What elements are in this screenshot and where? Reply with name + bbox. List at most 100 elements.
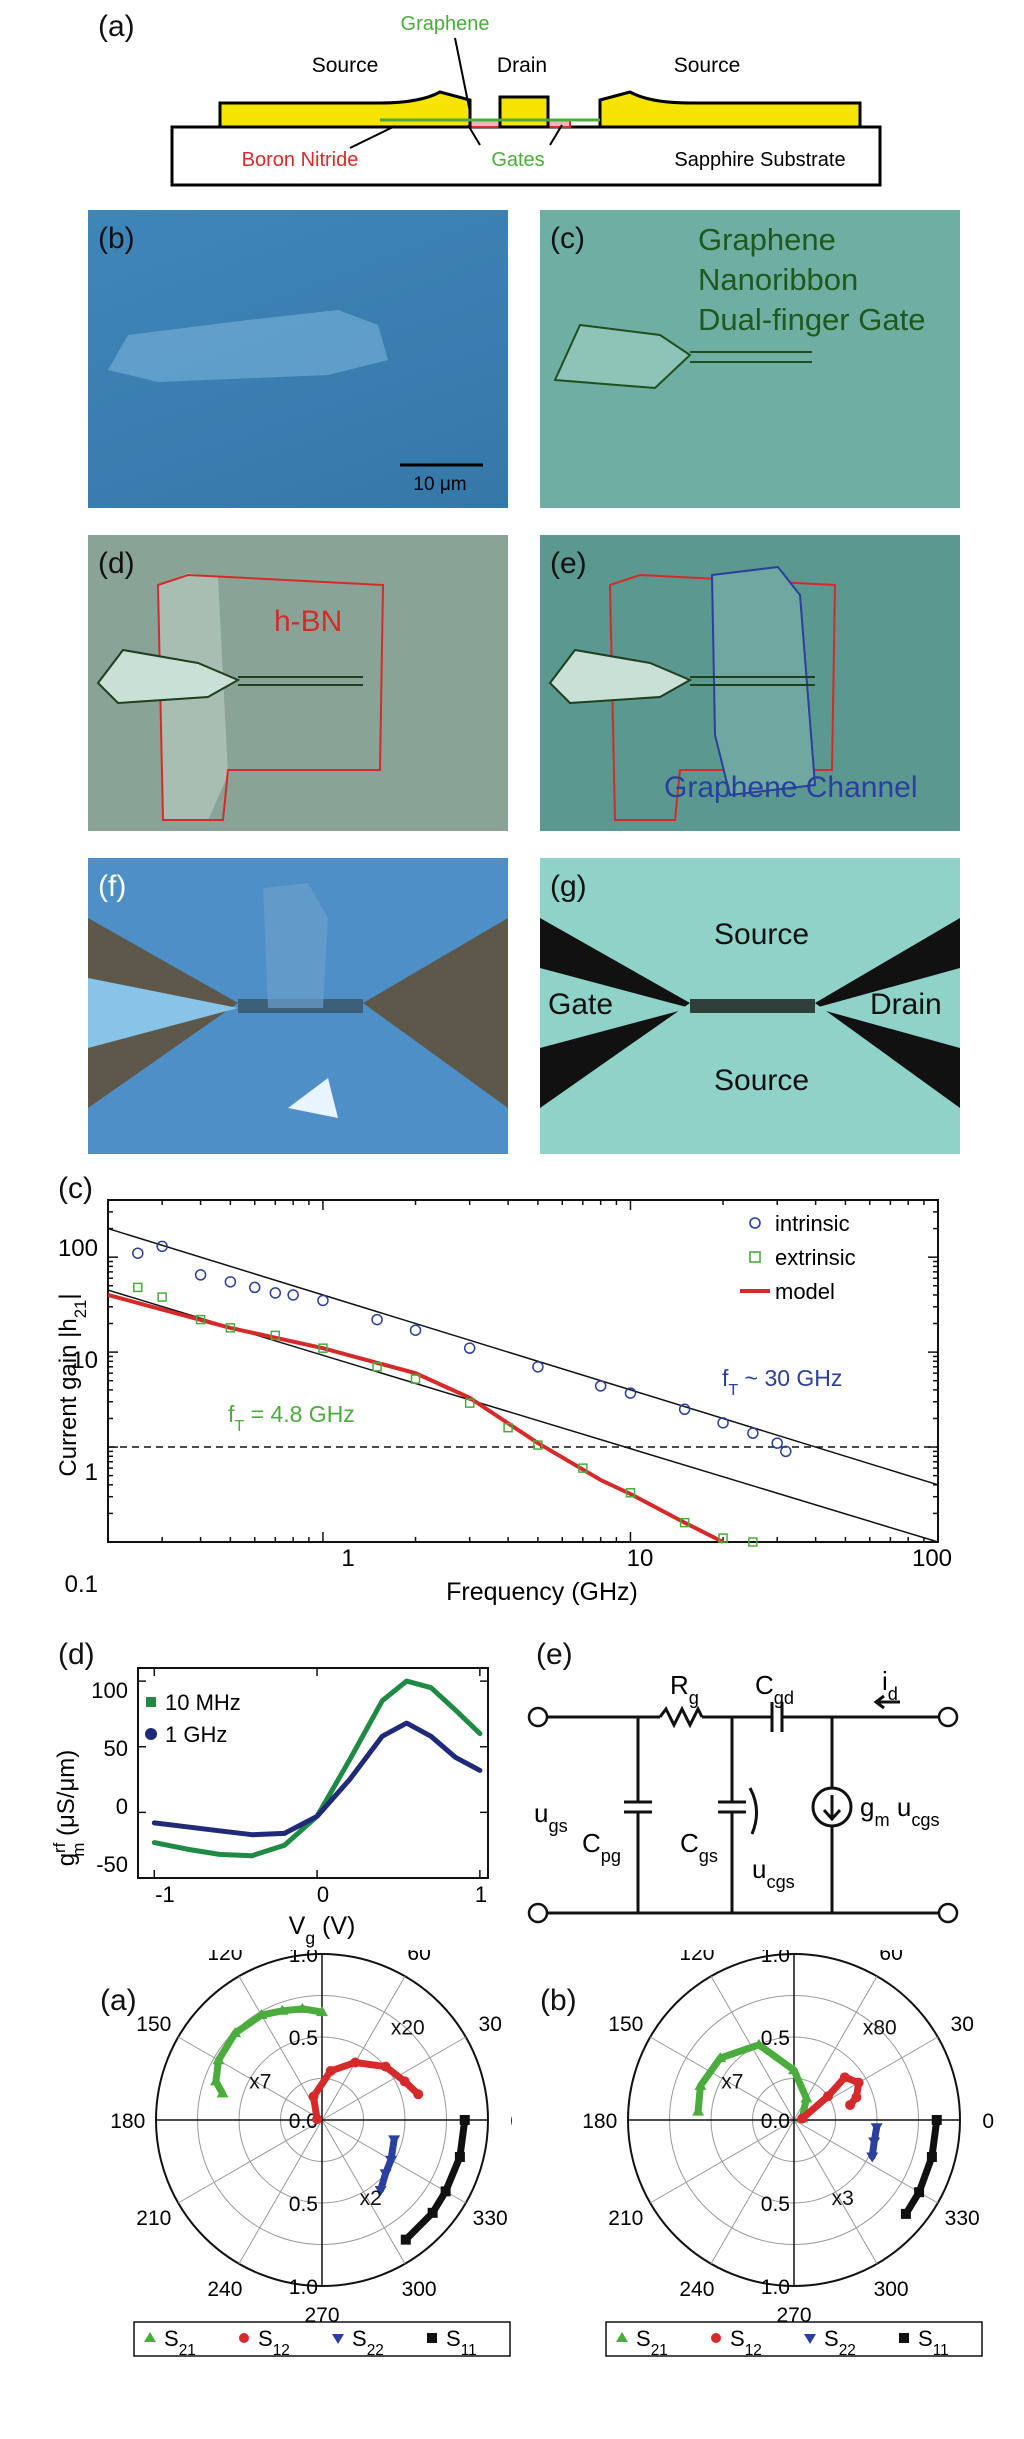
multiplier-s12: x20 [391, 2016, 425, 2039]
series-1ghz-line [151, 1720, 483, 1838]
sapphire-substrate [170, 125, 882, 187]
y-tick-100: 100 [91, 1678, 128, 1703]
angle-label-120: 120 [207, 1950, 242, 1965]
series-s12-point [839, 2072, 850, 2083]
micrograph-e: (e) Graphene Channel [540, 535, 960, 831]
series-s12-point [822, 2091, 833, 2102]
series-s12-point [325, 2065, 336, 2076]
series-s21-point [255, 2009, 268, 2020]
gain-plot-svg: (c) Current gain |h21| Frequency (GHz) 1… [55, 1172, 952, 1606]
radial-label-top: 0.0 [289, 2110, 318, 2133]
series-s11-point [900, 2208, 911, 2219]
source-top-label: Source [714, 918, 810, 951]
y-tick-neg50: -50 [96, 1852, 128, 1877]
series-s21-point [276, 2004, 289, 2015]
electrodes-g [540, 918, 960, 1108]
intrinsic-point [771, 1437, 783, 1449]
x-tick-1: 1 [475, 1882, 487, 1907]
intrinsic-point [747, 1427, 759, 1439]
intrinsic-point [132, 1247, 144, 1259]
angle-label-180: 180 [582, 2110, 617, 2133]
series-s21-point [209, 2075, 222, 2086]
graphene-channel-label: Graphene Channel [664, 771, 918, 804]
polar-grid-spoke [321, 2119, 406, 2265]
intrinsic-point [624, 1387, 637, 1399]
terminal-d-top [937, 1706, 959, 1728]
label-ugs: ugs [534, 1798, 568, 1836]
extrinsic-point [625, 1488, 636, 1498]
series-s22-point [379, 2169, 392, 2180]
extrinsic-point [503, 1422, 513, 1433]
series-s21-point [216, 2087, 229, 2098]
leader-gate-1 [467, 124, 481, 146]
legend-marker-s12 [239, 2333, 249, 2343]
series-s22-point [868, 2137, 881, 2148]
extrinsic-point [748, 1537, 758, 1547]
gate-label: Gate [548, 988, 614, 1021]
series-s11-point [914, 2187, 925, 2198]
x-tick-0: 0 [317, 1882, 329, 1907]
micrograph-c: (c) Graphene Nanoribbon Dual-finger Gate [540, 210, 960, 508]
radial-label-top: 1.0 [289, 1950, 318, 1967]
micrograph-b: 10 μm (b) [88, 210, 508, 508]
outline-e [548, 565, 837, 821]
drain-contact [498, 95, 550, 129]
series-s12-point [851, 2092, 862, 2103]
radial-label-top: 0.0 [761, 2110, 790, 2133]
substrate-label: Sapphire Substrate [674, 149, 845, 171]
circuit-wires [542, 1694, 940, 1915]
radial-label-bottom: 0.5 [761, 2193, 790, 2216]
polar-a-svg: (a) 90603003303002702402101801501201.00.… [100, 1916, 522, 2359]
source-right-label: Source [674, 54, 741, 77]
legend-label-s22: S22 [824, 2326, 856, 2359]
legend-label-s22: S22 [352, 2326, 384, 2359]
intrinsic-point [371, 1313, 383, 1326]
leader-graphene [454, 37, 471, 113]
series-s22-point [866, 2152, 879, 2163]
panel-label: (a) [100, 1984, 137, 2017]
angle-label-210: 210 [136, 2207, 171, 2230]
angle-label-120: 120 [679, 1950, 714, 1965]
legend-10mhz-marker [146, 1697, 156, 1707]
series-s21-point [229, 2027, 242, 2038]
series-s12-point [350, 2057, 361, 2068]
legend-label-s12: S12 [730, 2326, 762, 2359]
legend-marker-s22 [332, 2334, 344, 2344]
series-s22-point [388, 2135, 401, 2146]
gates-label: Gates [491, 149, 544, 171]
series-s11-trace [902, 2116, 941, 2218]
series-s22-trace [377, 2135, 398, 2194]
micrograph-g: (g) Source Gate Drain Source [540, 858, 960, 1154]
micrograph-f: (f) [88, 858, 508, 1154]
circuit-panel: (e) Rg C [520, 1620, 1024, 1950]
panel-label: (e) [536, 1638, 573, 1671]
electrodes-f [88, 883, 508, 1118]
x-axis-label: Vg (V) [289, 1912, 356, 1948]
extrinsic-point [372, 1362, 382, 1372]
graphene-label: Graphene [401, 13, 490, 35]
series-s11-point [454, 2151, 465, 2162]
panel-label: (f) [98, 870, 127, 903]
angle-label-330: 330 [945, 2207, 980, 2230]
series-s21-trace [694, 2041, 810, 2123]
extrinsic-point [679, 1517, 690, 1528]
source-bottom-label: Source [714, 1064, 810, 1097]
boron-nitride-label: Boron Nitride [242, 149, 359, 171]
polar-grid-spoke [238, 1975, 323, 2121]
x-tick-10: 10 [627, 1545, 654, 1572]
series-s21-point [316, 2006, 328, 2017]
polar-a-panel: (a) 90603003303002702402101801501201.00.… [0, 1916, 522, 2434]
polar-grid-spoke [793, 2119, 878, 2265]
y-tick-0.1: 0.1 [65, 1571, 98, 1598]
angle-label-240: 240 [207, 2278, 242, 2301]
label-id: id [882, 1666, 898, 1704]
legend-marker-s11 [899, 2333, 909, 2343]
legend-1ghz: 1 GHz [165, 1722, 227, 1747]
legend-intrinsic: intrinsic [775, 1211, 850, 1236]
polar-grid-spoke [793, 2119, 939, 2204]
series-s22-point [374, 2185, 387, 2196]
extrinsic-point [718, 1533, 728, 1543]
radial-label-bottom: 1.0 [289, 2276, 318, 2299]
extrinsic-point [225, 1323, 236, 1333]
series-s22-point [385, 2155, 398, 2166]
